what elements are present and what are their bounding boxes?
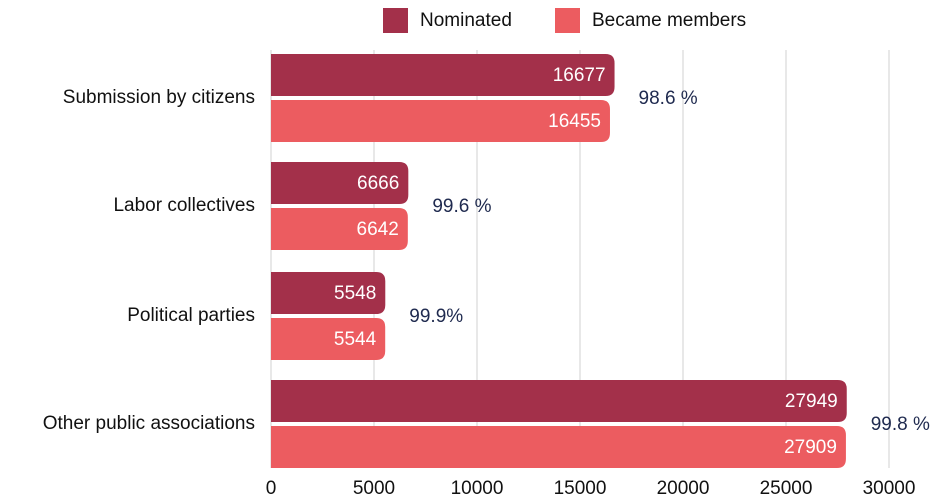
annotation: 99.8 %: [871, 414, 930, 435]
x-tick-label: 0: [266, 478, 277, 499]
category-label: Political parties: [127, 305, 255, 326]
annotation: 99.9%: [409, 306, 463, 327]
x-tick-label: 15000: [554, 478, 607, 499]
bar: [271, 54, 615, 96]
x-tick-label: 25000: [760, 478, 813, 499]
category-label: Submission by citizens: [63, 87, 255, 108]
bar: [271, 426, 846, 468]
x-tick-label: 20000: [657, 478, 710, 499]
value-label: 6642: [357, 219, 399, 240]
bar: [271, 380, 847, 422]
bar: [271, 272, 386, 314]
annotation: 98.6 %: [639, 88, 698, 109]
bar: [271, 318, 386, 360]
x-tick-label: 5000: [353, 478, 395, 499]
value-label: 27909: [784, 437, 837, 458]
value-label: 16455: [548, 111, 601, 132]
legend-swatch: [555, 8, 580, 33]
value-label: 5548: [334, 283, 376, 304]
value-label: 16677: [553, 65, 606, 86]
bar: [271, 100, 610, 142]
category-label: Labor collectives: [113, 195, 255, 216]
annotation: 99.6 %: [432, 196, 491, 217]
legend-label: Became members: [592, 10, 746, 31]
bar: [271, 162, 409, 204]
bar: [271, 208, 408, 250]
x-tick-label: 10000: [451, 478, 504, 499]
value-label: 5544: [334, 329, 377, 350]
value-label: 27949: [785, 391, 838, 412]
legend-label: Nominated: [420, 10, 512, 31]
x-tick-label: 30000: [863, 478, 916, 499]
legend-swatch: [383, 8, 408, 33]
value-label: 6666: [357, 173, 399, 194]
category-label: Other public associations: [43, 413, 255, 434]
